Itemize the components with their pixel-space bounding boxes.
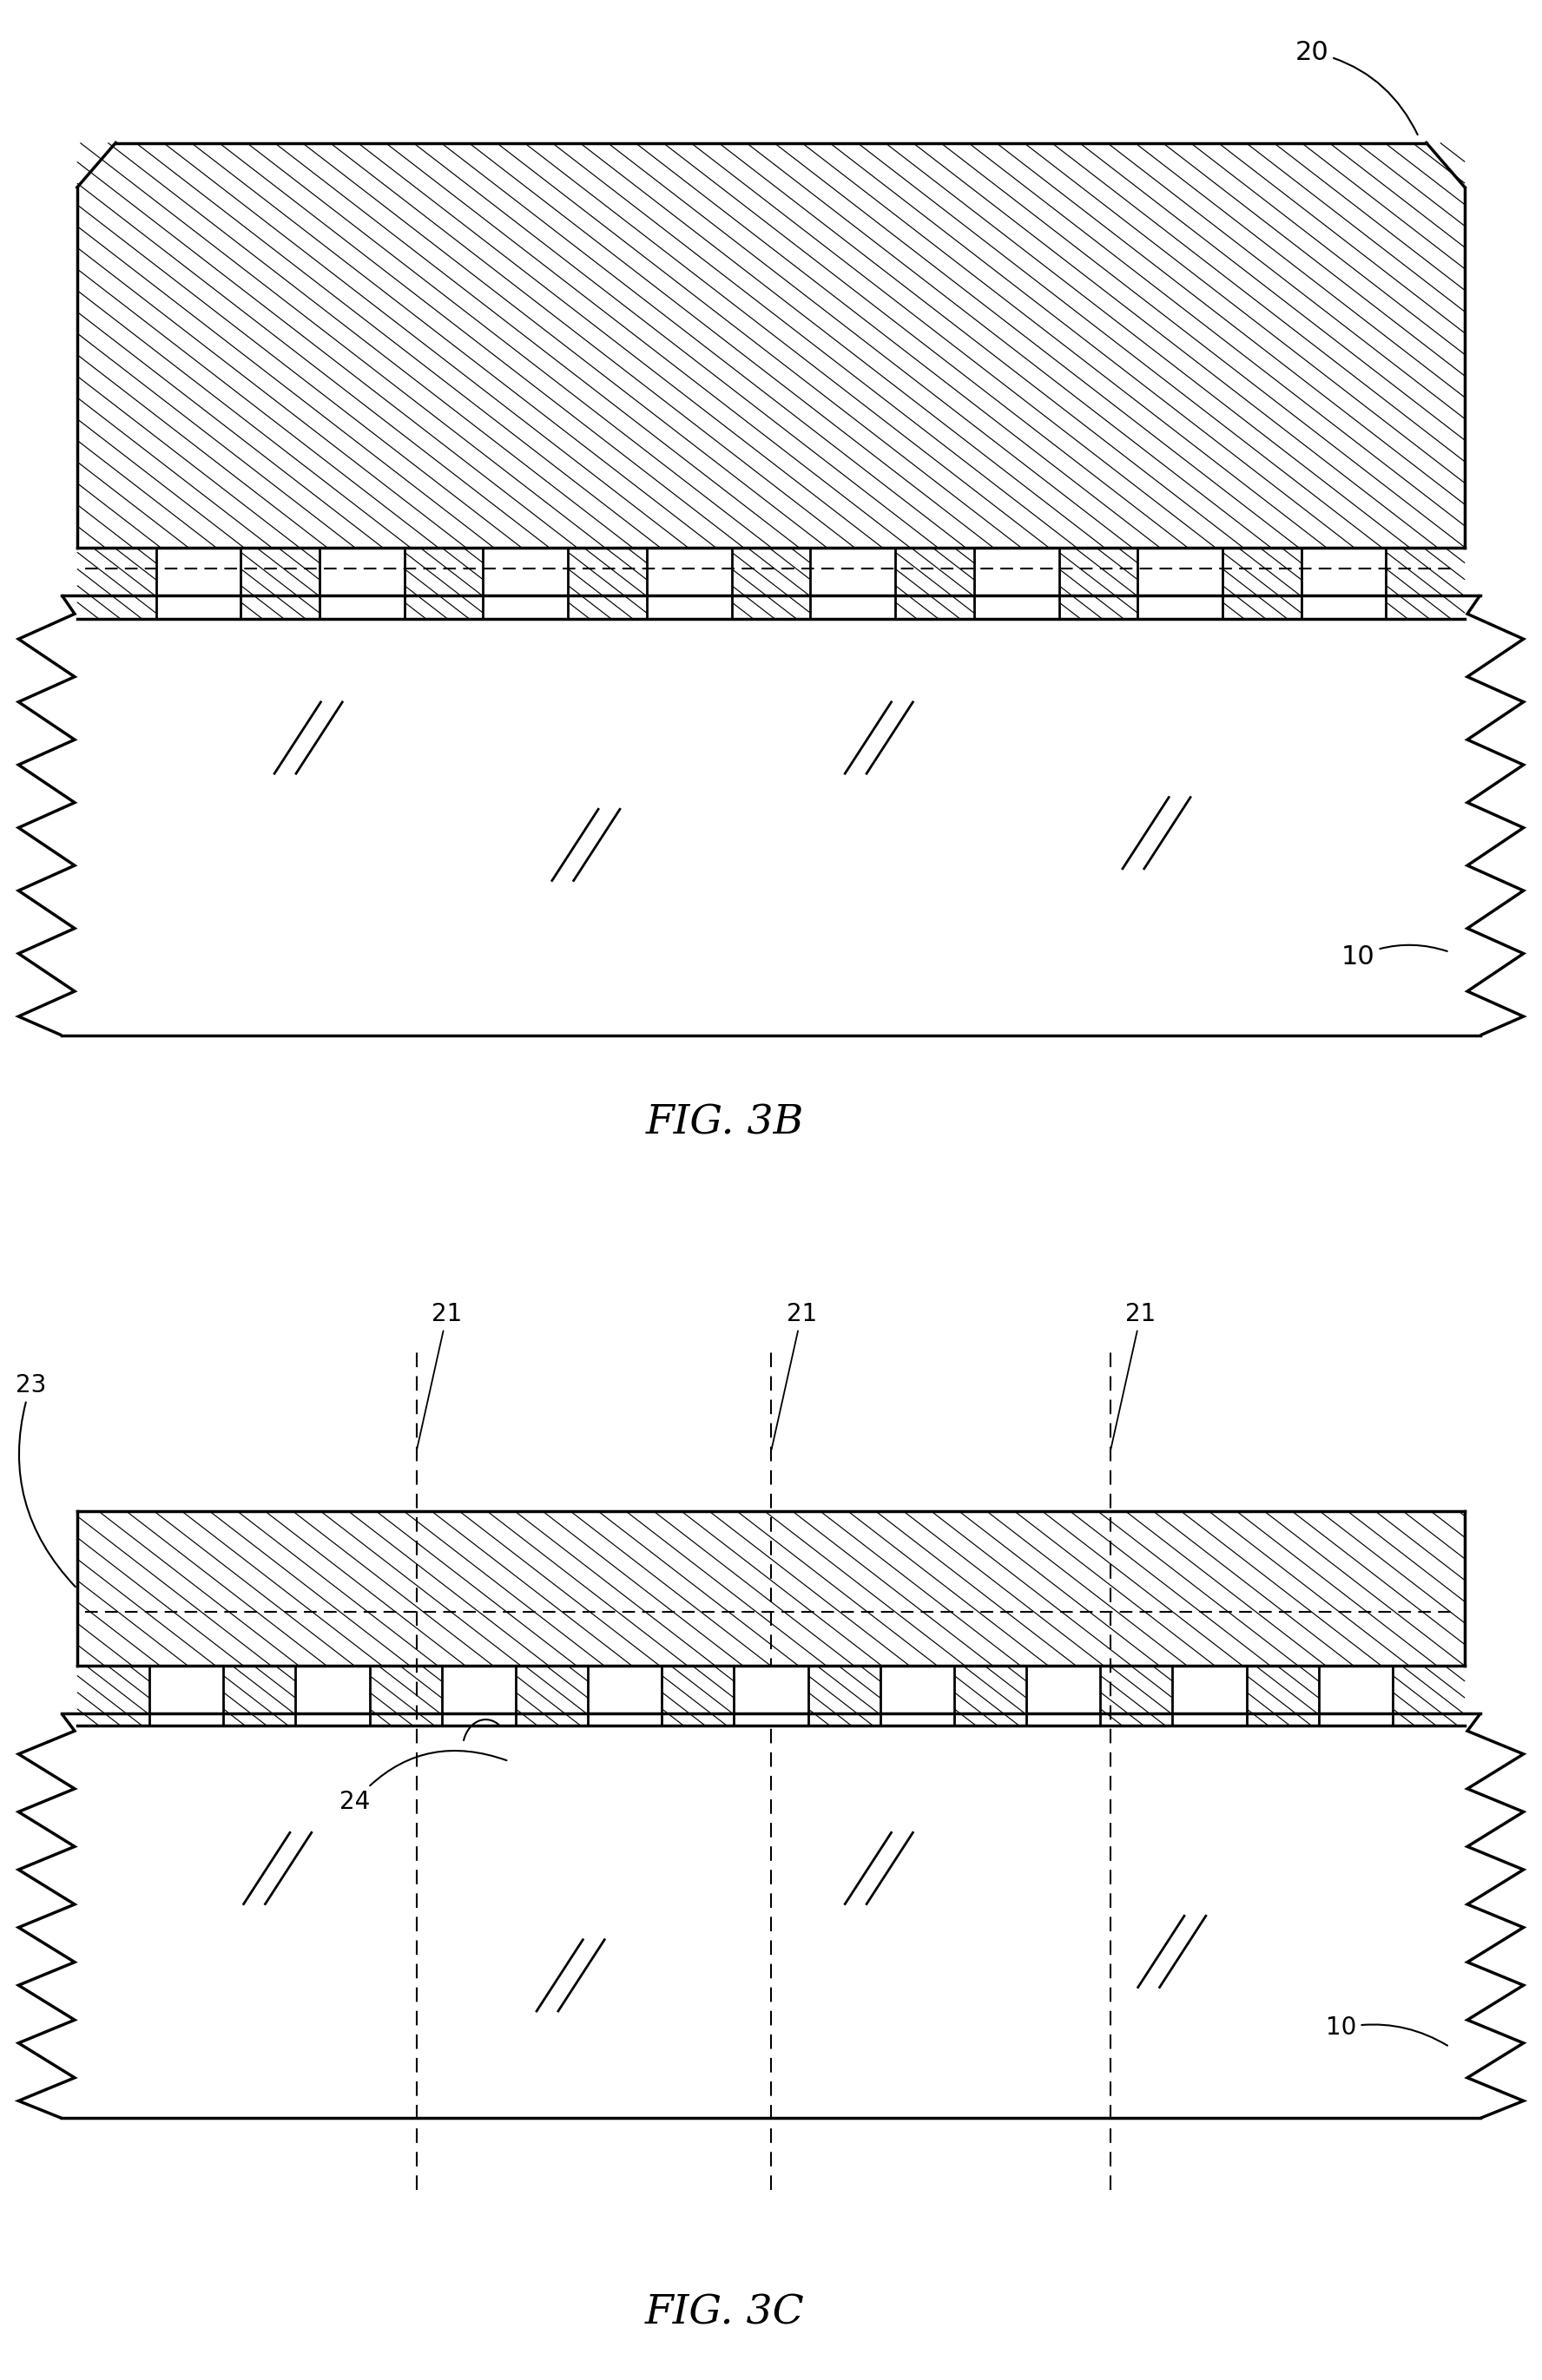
Text: 21: 21: [1110, 1302, 1156, 1449]
Bar: [1318, 1666, 1392, 1726]
Text: 21: 21: [771, 1302, 817, 1449]
Text: 20: 20: [1295, 40, 1417, 136]
Bar: [77, 1511, 1465, 1666]
Bar: [296, 1666, 370, 1726]
Bar: [156, 547, 241, 619]
Bar: [1138, 547, 1223, 619]
Text: 23: 23: [15, 1373, 76, 1587]
Bar: [319, 547, 404, 619]
Bar: [1172, 1666, 1246, 1726]
Bar: [734, 1666, 808, 1726]
Text: FIG. 3B: FIG. 3B: [646, 1102, 803, 1142]
Bar: [880, 1666, 954, 1726]
Bar: [77, 143, 1465, 547]
Bar: [811, 547, 896, 619]
Text: 21: 21: [416, 1302, 463, 1449]
Text: 10: 10: [1326, 2016, 1448, 2044]
Bar: [975, 547, 1059, 619]
Bar: [483, 547, 567, 619]
Bar: [1301, 547, 1386, 619]
Bar: [646, 547, 731, 619]
Bar: [150, 1666, 224, 1726]
Text: 24: 24: [339, 1752, 507, 1814]
Bar: [441, 1666, 515, 1726]
Bar: [588, 1666, 662, 1726]
Text: FIG. 3C: FIG. 3C: [645, 2292, 805, 2332]
Bar: [1027, 1666, 1101, 1726]
Text: 10: 10: [1342, 945, 1448, 969]
